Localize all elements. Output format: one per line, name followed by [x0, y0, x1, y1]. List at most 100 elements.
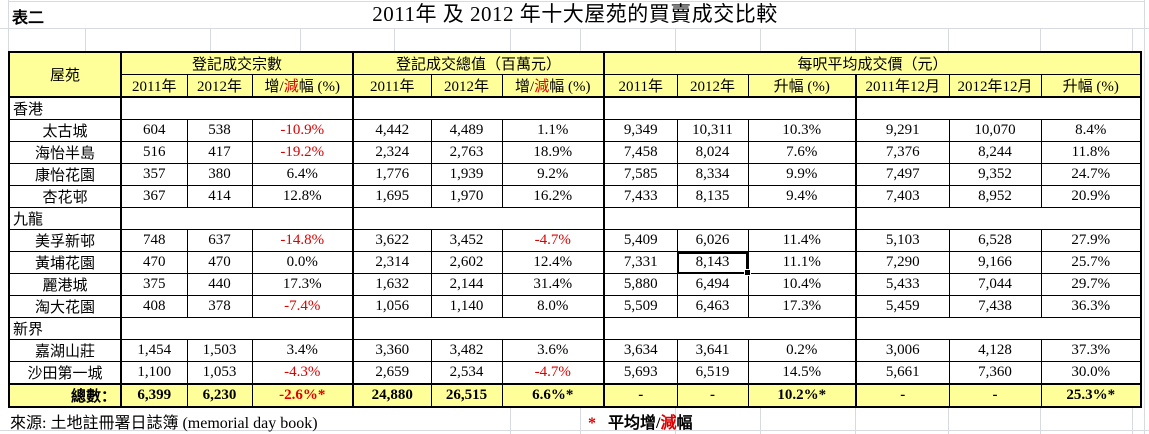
value-cell[interactable]: 8.4% — [1040, 119, 1142, 142]
value-cell[interactable]: 8,135 — [676, 185, 749, 208]
section-empty-cell[interactable] — [603, 96, 857, 120]
total-value-cell[interactable]: - — [603, 383, 678, 408]
section-empty-cell[interactable] — [603, 207, 857, 230]
value-cell[interactable]: 604 — [120, 119, 188, 142]
section-empty-cell[interactable] — [855, 207, 1142, 230]
total-value-cell[interactable]: 25.3%* — [1040, 383, 1142, 408]
value-cell[interactable]: 0.2% — [747, 339, 857, 362]
value-cell[interactable]: 8.0% — [501, 295, 605, 318]
value-cell[interactable]: 9,352 — [948, 163, 1042, 186]
value-cell[interactable]: 3,452 — [430, 229, 503, 252]
value-cell[interactable]: 7,044 — [948, 273, 1042, 296]
total-value-cell[interactable]: - — [948, 383, 1042, 408]
value-cell[interactable]: 7.6% — [747, 141, 857, 164]
value-cell[interactable]: 12.8% — [251, 185, 354, 208]
value-cell[interactable]: 5,409 — [603, 229, 678, 252]
header-group-price[interactable]: 每呎平均成交價（元） — [603, 51, 1142, 75]
value-cell[interactable]: 27.9% — [1040, 229, 1142, 252]
value-cell[interactable]: 1,970 — [430, 185, 503, 208]
value-cell[interactable]: 9.4% — [747, 185, 857, 208]
value-cell[interactable]: 1,632 — [352, 273, 432, 296]
value-cell[interactable]: 6,528 — [948, 229, 1042, 252]
value-cell[interactable]: 1.1% — [501, 119, 605, 142]
header-2012[interactable]: 2012年 — [676, 74, 749, 98]
value-cell[interactable]: 414 — [186, 185, 253, 208]
value-cell[interactable]: 5,880 — [603, 273, 678, 296]
value-cell[interactable]: 7,585 — [603, 163, 678, 186]
value-cell[interactable]: 11.4% — [747, 229, 857, 252]
value-cell[interactable]: 9,166 — [948, 251, 1042, 274]
section-label[interactable]: 九龍 — [8, 207, 122, 230]
value-cell[interactable]: 2,534 — [430, 361, 503, 385]
value-cell[interactable]: 4,489 — [430, 119, 503, 142]
section-empty-cell[interactable] — [603, 317, 857, 340]
section-empty-cell[interactable] — [120, 207, 354, 230]
value-cell[interactable]: 3,622 — [352, 229, 432, 252]
estate-name-cell[interactable]: 沙田第一城 — [8, 361, 122, 385]
value-cell[interactable]: 1,454 — [120, 339, 188, 362]
value-cell[interactable]: 440 — [186, 273, 253, 296]
value-cell[interactable]: 748 — [120, 229, 188, 252]
estate-name-cell[interactable]: 海怡半島 — [8, 141, 122, 164]
value-cell[interactable]: 6.4% — [251, 163, 354, 186]
estate-name-cell[interactable]: 美孚新邨 — [8, 229, 122, 252]
value-cell[interactable]: 37.3% — [1040, 339, 1142, 362]
total-value-cell[interactable]: - — [855, 383, 950, 408]
total-value-cell[interactable]: 24,880 — [352, 383, 432, 408]
value-cell[interactable]: 1,503 — [186, 339, 253, 362]
value-cell[interactable]: 3,634 — [603, 339, 678, 362]
value-cell[interactable]: 6,494 — [676, 273, 749, 296]
value-cell[interactable]: 11.8% — [1040, 141, 1142, 164]
value-cell[interactable]: 5,103 — [855, 229, 950, 252]
section-empty-cell[interactable] — [352, 96, 605, 120]
value-cell[interactable]: 2,324 — [352, 141, 432, 164]
total-value-cell[interactable]: 26,515 — [430, 383, 503, 408]
value-cell[interactable]: 8,952 — [948, 185, 1042, 208]
header-rise[interactable]: 升幅 (%) — [747, 74, 857, 98]
section-label[interactable]: 新界 — [8, 317, 122, 340]
value-cell[interactable]: 637 — [186, 229, 253, 252]
value-cell[interactable]: 10,311 — [676, 119, 749, 142]
value-cell[interactable]: 3.4% — [251, 339, 354, 362]
section-empty-cell[interactable] — [120, 317, 354, 340]
value-cell[interactable]: 7,438 — [948, 295, 1042, 318]
value-cell[interactable]: 29.7% — [1040, 273, 1142, 296]
value-cell[interactable]: 5,661 — [855, 361, 950, 385]
value-cell[interactable]: 1,100 — [120, 361, 188, 385]
value-cell[interactable]: 2,763 — [430, 141, 503, 164]
value-cell[interactable]: -4.3% — [251, 361, 354, 385]
section-empty-cell[interactable] — [352, 317, 605, 340]
total-value-cell[interactable]: - — [676, 383, 749, 408]
header-2011[interactable]: 2011年 — [352, 74, 432, 98]
value-cell[interactable]: 6,026 — [676, 229, 749, 252]
value-cell[interactable]: 2,659 — [352, 361, 432, 385]
header-dec-2012[interactable]: 2012年12月 — [948, 74, 1042, 98]
value-cell[interactable]: 0.0% — [251, 251, 354, 274]
estate-name-cell[interactable]: 淘大花園 — [8, 295, 122, 318]
value-cell[interactable]: 7,433 — [603, 185, 678, 208]
value-cell[interactable]: 14.5% — [747, 361, 857, 385]
value-cell[interactable]: 408 — [120, 295, 188, 318]
header-change[interactable]: 增/減幅 (%) — [251, 74, 354, 98]
value-cell[interactable]: 1,140 — [430, 295, 503, 318]
value-cell[interactable]: 3,641 — [676, 339, 749, 362]
section-label[interactable]: 香港 — [8, 96, 122, 120]
value-cell[interactable]: 17.3% — [747, 295, 857, 318]
header-group-transactions[interactable]: 登記成交宗數 — [120, 51, 354, 75]
value-cell[interactable]: 8,244 — [948, 141, 1042, 164]
total-value-cell[interactable]: 6.6%* — [501, 383, 605, 408]
section-empty-cell[interactable] — [855, 96, 1142, 120]
total-value-cell[interactable]: 10.2%* — [747, 383, 857, 408]
value-cell[interactable]: 18.9% — [501, 141, 605, 164]
value-cell[interactable]: 367 — [120, 185, 188, 208]
value-cell[interactable]: 16.2% — [501, 185, 605, 208]
header-2012[interactable]: 2012年 — [186, 74, 253, 98]
value-cell[interactable]: 3,006 — [855, 339, 950, 362]
section-empty-cell[interactable] — [352, 207, 605, 230]
value-cell[interactable]: 36.3% — [1040, 295, 1142, 318]
value-cell[interactable]: 1,695 — [352, 185, 432, 208]
value-cell[interactable]: 417 — [186, 141, 253, 164]
total-label[interactable]: 總數： — [8, 383, 122, 408]
value-cell[interactable]: 10.4% — [747, 273, 857, 296]
value-cell[interactable]: 25.7% — [1040, 251, 1142, 274]
